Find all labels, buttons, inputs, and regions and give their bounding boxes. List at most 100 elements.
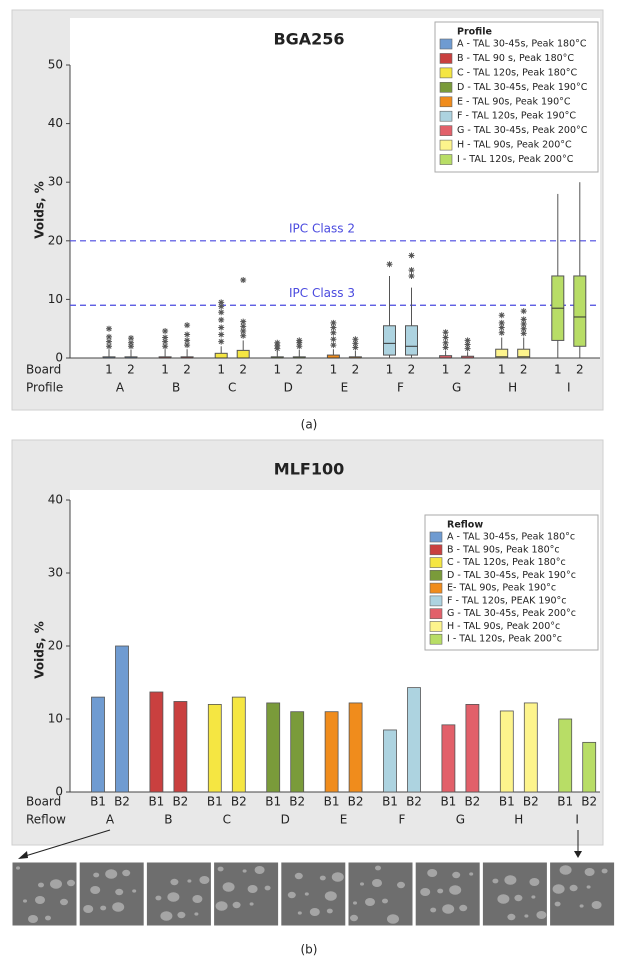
board-label: B2 [406, 795, 422, 809]
legend-label: G - TAL 30-45s, Peak 200°c [447, 608, 576, 619]
outlier [184, 337, 190, 343]
void [16, 866, 20, 869]
box [215, 353, 227, 358]
bar [583, 742, 596, 792]
legend-label: E- TAL 90s, Peak 190°c [447, 583, 556, 594]
legend-swatch [440, 97, 452, 107]
void [233, 902, 241, 908]
legend-swatch [430, 596, 442, 606]
bar [291, 712, 304, 792]
void [430, 908, 436, 913]
group-label: E [340, 813, 348, 827]
void [115, 889, 123, 895]
board-label: 2 [464, 363, 472, 377]
micrograph [214, 862, 279, 926]
y-tick-label: 40 [48, 116, 63, 130]
board-label: B1 [557, 795, 573, 809]
y-tick-label: 10 [48, 712, 63, 726]
bar [116, 646, 129, 792]
void [28, 915, 38, 923]
outlier [184, 332, 190, 338]
outlier [443, 340, 449, 346]
void [536, 911, 546, 919]
group-label: A [106, 813, 115, 827]
legend-label: I - TAL 120s, Peak 200°c [447, 634, 562, 645]
void [122, 870, 130, 876]
bar [267, 703, 280, 792]
outlier [330, 320, 336, 326]
group-label: H [508, 381, 517, 395]
board-label: 1 [330, 363, 338, 377]
void [531, 895, 535, 898]
void [83, 905, 93, 913]
void [350, 915, 358, 921]
bar [559, 719, 572, 792]
bar [408, 688, 421, 792]
outlier [274, 340, 280, 346]
void [420, 888, 430, 896]
outlier [443, 334, 449, 340]
void [288, 892, 296, 898]
legend-swatch [430, 583, 442, 593]
void [199, 876, 209, 884]
board-label: B1 [148, 795, 164, 809]
bar [500, 711, 513, 792]
outlier [521, 308, 527, 314]
legend-swatch [430, 532, 442, 542]
void [327, 909, 333, 914]
legend-title: Reflow [447, 520, 483, 531]
outlier [240, 319, 246, 325]
row-label: Board [26, 363, 61, 377]
outlier [409, 252, 415, 258]
void [580, 904, 584, 907]
legend-swatch [430, 634, 442, 644]
group-label: G [456, 813, 465, 827]
void [93, 873, 99, 878]
void [524, 914, 528, 917]
void [192, 895, 202, 903]
group-label: A [116, 381, 125, 395]
y-axis-label: Voids, % [33, 181, 47, 238]
void [325, 891, 337, 901]
outlier [521, 316, 527, 322]
box [406, 326, 418, 355]
y-tick-label: 40 [48, 493, 63, 507]
row-label: Profile [26, 381, 63, 395]
bar [442, 725, 455, 792]
void [250, 902, 254, 905]
void [248, 885, 258, 893]
void [452, 872, 460, 878]
outlier [499, 320, 505, 326]
legend-swatch [430, 570, 442, 580]
legend-swatch [430, 558, 442, 568]
caption: (b) [301, 943, 318, 957]
legend-label: H - TAL 90s, Peak 200°c [447, 621, 560, 632]
group-label: I [575, 813, 579, 827]
group-label: D [281, 813, 290, 827]
legend-swatch [440, 111, 452, 121]
legend-swatch [440, 53, 452, 63]
void [387, 914, 399, 924]
legend-label: C - TAL 120s, Peak 180°c [447, 557, 566, 568]
void [243, 869, 247, 872]
board-label: B1 [265, 795, 281, 809]
void [100, 906, 106, 911]
micrograph [348, 862, 413, 926]
micrograph [550, 862, 615, 926]
void [105, 869, 117, 879]
outlier [387, 261, 393, 267]
bar [232, 697, 245, 792]
void [255, 866, 265, 874]
box [384, 326, 396, 355]
legend-swatch [440, 155, 452, 165]
legend-swatch [440, 39, 452, 49]
legend-label: D - TAL 30-45s, Peak 190°c [447, 570, 576, 581]
group-label: B [172, 381, 180, 395]
board-label: 1 [386, 363, 394, 377]
outlier [296, 337, 302, 343]
void [555, 902, 561, 907]
y-tick-label: 20 [48, 233, 63, 247]
void [155, 896, 161, 901]
bar [208, 704, 221, 792]
box [237, 350, 249, 358]
